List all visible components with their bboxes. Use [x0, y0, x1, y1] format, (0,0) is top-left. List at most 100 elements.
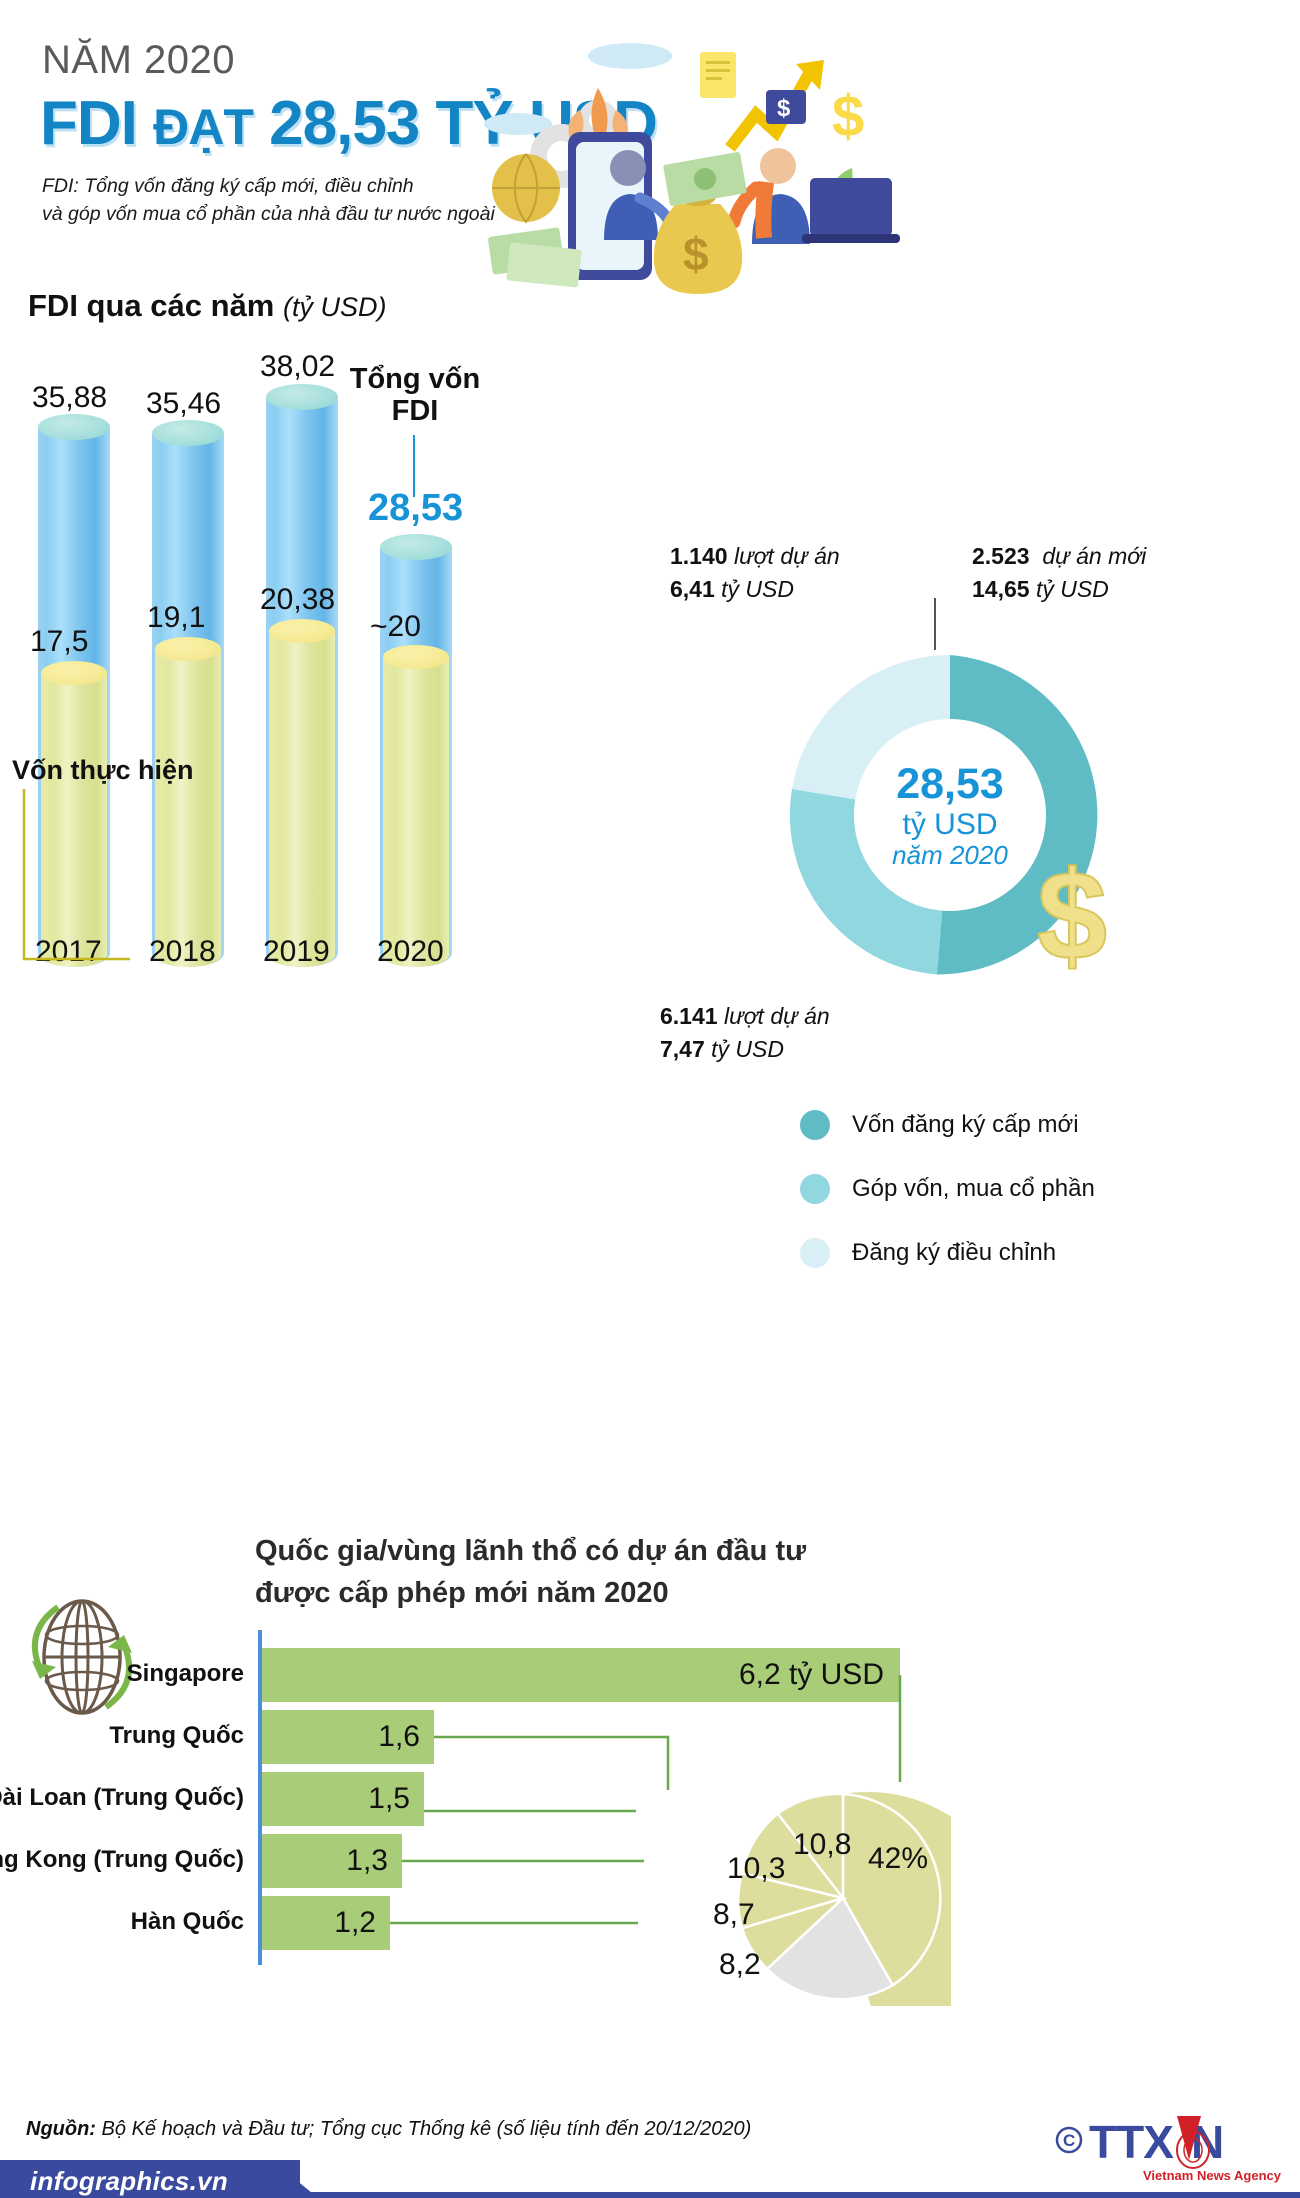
bar-year-label-2018: 2018 [149, 935, 216, 968]
source-prefix: Nguồn: [26, 2118, 96, 2140]
donut-hole [854, 719, 1046, 911]
bar-impl-label-2020: ~20 [370, 610, 421, 643]
callout-adjusted-value: 6,41 [670, 576, 715, 603]
callout-adjusted-count-unit: lượt dự án [733, 543, 840, 569]
callout-share-purchase: 6.141 lượt dự án 7,47 tỷ USD [660, 1000, 830, 1067]
total-fdi-leader-line [413, 435, 415, 497]
country-chart-title: Quốc gia/vùng lãnh thổ có dự án đầu tư đ… [255, 1530, 806, 1614]
country-share-pie-chart: 42% 10,8 10,3 8,7 8,2 [713, 1790, 1020, 2094]
money-bag-icon: $ [653, 193, 743, 294]
country-label-trung-quoc: Trung Quốc [109, 1722, 244, 1749]
agency-subtitle: Vietnam News Agency [1143, 2168, 1282, 2183]
implemented-capital-leader [22, 789, 130, 961]
laptop-icon [810, 178, 892, 236]
country-label-singapore: Singapore [126, 1660, 244, 1687]
total-fdi-value: 28,53 [368, 487, 464, 529]
pie-slice-dai-loan [740, 1811, 847, 1901]
page-year-label: NĂM 2020 [42, 38, 235, 82]
source-note: Nguồn: Bộ Kế hoạch và Đầu tư; Tổng cục T… [26, 2118, 751, 2141]
legend-label-share-purchase: Góp vốn, mua cổ phần [852, 1175, 1095, 1202]
bar-impl-cap-2018 [155, 637, 221, 661]
bar-impl-cap-2020 [383, 645, 449, 669]
country-label-dai-loan: Đài Loan (Trung Quốc) [0, 1784, 244, 1811]
hero-illustration: $ $ $ [480, 28, 900, 328]
country-value-han-quoc: 1,2 [334, 1906, 376, 1939]
fdi-structure-donut-chart [789, 654, 1098, 975]
svg-text:$: $ [683, 228, 709, 280]
legend-item-adjusted: Đăng ký điều chỉnh [800, 1238, 1095, 1268]
callout-share-count-unit: lượt dự án [723, 1003, 830, 1029]
bar-impl-cap-2019 [269, 619, 335, 643]
pie-slice-trung-quoc [775, 1792, 845, 1902]
donut-legend: Vốn đăng ký cấp mới Góp vốn, mua cổ phần… [800, 1110, 1095, 1302]
person-right-icon [727, 148, 810, 244]
pie-slice-other [765, 1896, 895, 2001]
bar-total-label-2017: 35,88 [32, 381, 108, 414]
callout-new-value: 14,65 [972, 576, 1030, 603]
country-label-han-quoc: Hàn Quốc [130, 1908, 244, 1935]
page-title-small: ĐẠT [153, 99, 254, 155]
pie-slice-42 [841, 1792, 942, 1987]
country-label-hong-kong: Hong Kong (Trung Quốc) [0, 1846, 244, 1873]
bar-chart-title-text: FDI qua các năm [28, 288, 275, 323]
callout-new-count: 2.523 [972, 543, 1030, 569]
page-subtitle-note: FDI: Tổng vốn đăng ký cấp mới, điều chỉn… [42, 172, 495, 229]
callout-share-value: 7,47 [660, 1036, 705, 1063]
bar-chart-title-unit: (tỷ USD) [282, 292, 387, 322]
bar-impl-2017 [41, 673, 107, 967]
cash-stack-icon [488, 152, 747, 288]
country-bar-hong-kong: 1,3 [262, 1834, 402, 1888]
site-url[interactable]: infographics.vn [30, 2166, 229, 2196]
pie-label-10-8: 10,8 [793, 1828, 852, 1861]
callout-new-capital: 2.523 dự án mới 14,65 tỷ USD [972, 540, 1146, 607]
footer-bar-rule [300, 2192, 1300, 2198]
copyright-icon [1055, 2126, 1083, 2154]
bar-impl-2018 [155, 649, 221, 967]
bar-total-label-2019: 38,02 [260, 350, 336, 383]
country-leader-lines [390, 1675, 902, 1925]
total-fdi-label-line1: Tổng vốn [349, 363, 481, 395]
bar-total-cap-2020 [380, 534, 452, 560]
bar-year-label-2017: 2017 [35, 935, 102, 968]
bar-year-label-2020: 2020 [377, 935, 444, 968]
bar-impl-2020 [383, 657, 449, 967]
legend-swatch-adjusted [800, 1238, 830, 1268]
note-line-1: FDI: Tổng vốn đăng ký cấp mới, điều chỉn… [42, 175, 414, 197]
fdi-structure-donut-section: 1.140 lượt dự án 6,41 tỷ USD 2.523 dự án… [620, 540, 1300, 1340]
callout-divider-line [934, 598, 936, 650]
svg-text:$: $ [777, 95, 791, 122]
bar-impl-label-2019: 20,38 [260, 583, 336, 616]
bar-total-label-2018: 35,46 [146, 387, 222, 420]
callout-adjusted-capital: 1.140 lượt dự án 6,41 tỷ USD [670, 540, 840, 607]
callout-adjusted-value-unit: tỷ USD [721, 576, 794, 603]
bar-impl-label-2017: 17,5 [30, 625, 89, 658]
bar-year-label-2019: 2019 [263, 935, 330, 968]
country-value-singapore: 6,2 tỷ USD [738, 1658, 884, 1691]
bar-total-cap-2018 [152, 420, 224, 446]
document-icon [700, 52, 736, 98]
legend-label-new-capital: Vốn đăng ký cấp mới [852, 1111, 1079, 1138]
legend-label-adjusted: Đăng ký điều chỉnh [852, 1239, 1057, 1266]
callout-new-value-unit: tỷ USD [1035, 576, 1109, 603]
footer-bar-blue [0, 2160, 300, 2198]
country-bar-chart: Singapore 6,2 tỷ USD Trung Quốc 1,6 Đài … [0, 1630, 1300, 1990]
bar-impl-label-2018: 19,1 [147, 601, 206, 634]
pie-label-42: 42% [868, 1842, 929, 1875]
legend-swatch-share-purchase [800, 1174, 830, 1204]
country-value-hong-kong: 1,3 [346, 1844, 388, 1877]
note-line-2: và góp vốn mua cổ phần của nhà đầu tư nư… [42, 203, 495, 226]
pie-label-10-3: 10,3 [727, 1852, 786, 1885]
legend-item-new-capital: Vốn đăng ký cấp mới [800, 1110, 1095, 1140]
bar-impl-2019 [269, 631, 335, 967]
svg-text:TTX: TTX [1089, 2116, 1174, 2168]
svg-text:C: C [1063, 2131, 1075, 2150]
bar-chart-title: FDI qua các năm (tỷ USD) [28, 288, 386, 324]
total-fdi-label-line2: FDI [391, 395, 439, 428]
callout-share-value-unit: tỷ USD [711, 1036, 784, 1063]
country-bar-trung-quoc: 1,6 [262, 1710, 434, 1764]
country-chart-title-line2: được cấp phép mới năm 2020 [255, 1577, 669, 1610]
globe-icon [31, 1599, 133, 1715]
cloud-icon [588, 43, 672, 69]
country-bar-han-quoc: 1,2 [262, 1896, 390, 1950]
